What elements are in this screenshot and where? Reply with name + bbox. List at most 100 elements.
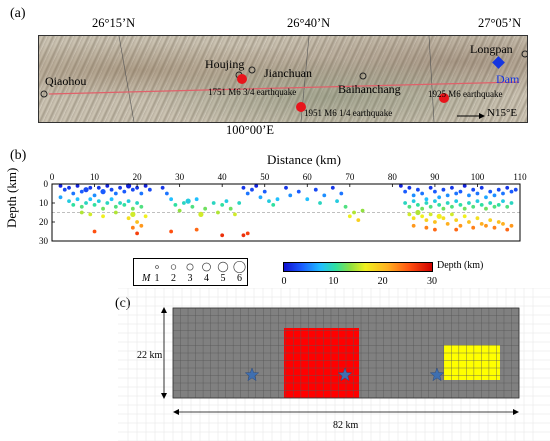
- hypocenter-point: [194, 227, 199, 232]
- hypocenter-point: [130, 211, 136, 217]
- hypocenter-point: [509, 189, 514, 194]
- direction-label: N15°E: [487, 107, 518, 119]
- hypocenter-point: [130, 187, 135, 192]
- hypocenter-point: [458, 203, 463, 207]
- hypocenter-point: [462, 206, 467, 211]
- magnitude-circle: [155, 265, 159, 269]
- hypocenter-point: [428, 185, 433, 190]
- town-marker-baihanchang: [359, 72, 367, 80]
- hypocenter-point: [471, 187, 476, 192]
- y-tick-label: 20: [39, 217, 49, 227]
- hypocenter-star-icon: [429, 367, 445, 382]
- latitude-label-3: 27°05’N: [478, 16, 522, 30]
- hypocenter-point: [216, 210, 220, 215]
- hypocenter-point: [407, 212, 412, 217]
- hypocenter-point: [479, 203, 484, 207]
- magnitude-value: 2: [171, 273, 176, 284]
- hypocenter-point: [437, 203, 442, 207]
- hypocenter-point: [122, 189, 127, 194]
- hypocenter-point: [169, 197, 174, 202]
- relief-map: [38, 35, 528, 123]
- hypocenter-point: [113, 204, 118, 209]
- hypocenter-point: [433, 227, 437, 232]
- profile-fault-line: [48, 81, 520, 95]
- hypocenter-point: [96, 199, 101, 204]
- depth-colorbar: [283, 262, 433, 272]
- hypocenter-point: [135, 201, 139, 205]
- hypocenter-point: [288, 193, 293, 198]
- hypocenter-point: [305, 197, 310, 202]
- panel-label-a: (a): [10, 6, 26, 21]
- colorbar-tick-label: 0: [282, 276, 287, 287]
- magnitude-circle: [217, 261, 229, 273]
- x-tick-label: 20: [133, 172, 143, 182]
- hypocenter-point: [122, 203, 127, 207]
- x-tick-label: 50: [260, 172, 270, 182]
- magnitude-circle: [202, 262, 211, 272]
- x-tick-label: 10: [90, 172, 100, 182]
- place-jianchuan: Jianchuan: [264, 66, 312, 80]
- hypocenter-point: [462, 214, 467, 219]
- hypocenter-point: [467, 193, 471, 198]
- hypocenter-point: [224, 199, 229, 204]
- x-tick-label: 90: [430, 172, 440, 182]
- width-arrow-head: [173, 409, 179, 415]
- label-1751-earthquake: 1751 M6 3/4 earthquake: [208, 87, 297, 97]
- hypocenter-point: [125, 183, 132, 189]
- magnitude-value: 5: [221, 273, 226, 284]
- graticule-line: [428, 36, 435, 122]
- hypocenter-point: [67, 199, 71, 204]
- hypocenter-point: [492, 204, 497, 209]
- hypocenter-point: [322, 193, 327, 198]
- x-tick-label: 30: [175, 172, 185, 182]
- hypocenter-point: [339, 191, 344, 196]
- hypocenter-point: [62, 187, 67, 192]
- fault-model-panel: [118, 288, 550, 441]
- hypocenter-point: [462, 184, 467, 188]
- colorbar-tick-label: 20: [378, 276, 388, 287]
- hypocenter-point: [92, 229, 97, 234]
- hypocenter-point: [407, 185, 412, 190]
- hypocenter-point: [501, 199, 505, 204]
- hypocenter-point: [433, 220, 437, 224]
- hypocenter-point: [420, 206, 425, 211]
- magnitude-circle: [170, 264, 177, 270]
- hypocenter-point: [335, 199, 339, 204]
- hypocenter-point: [258, 195, 263, 200]
- hypocenter-point: [424, 218, 429, 223]
- hypocenter-point: [203, 206, 208, 211]
- hypocenter-point: [484, 195, 488, 200]
- earthquake-marker-1751: [237, 74, 247, 84]
- hypocenter-point: [96, 185, 101, 190]
- hypocenter-point: [113, 191, 118, 196]
- hypocenter-point: [88, 185, 93, 190]
- hypocenter-point: [450, 204, 454, 209]
- hypocenter-point: [135, 220, 139, 224]
- hypocenter-point: [262, 189, 267, 194]
- hypocenter-point: [488, 201, 493, 205]
- hypocenter-point: [445, 201, 450, 205]
- hypocenter-point: [479, 222, 484, 226]
- hypocenter-point: [398, 184, 403, 188]
- magnitude-circle: [186, 263, 194, 271]
- plot-frame: [51, 183, 521, 242]
- place-longpan: Longpan: [470, 42, 513, 56]
- hypocenter-point: [173, 203, 178, 207]
- hypocenter-point: [330, 185, 335, 190]
- hypocenter-point: [92, 193, 97, 198]
- hypocenter-point: [424, 225, 429, 230]
- hypocenter-point: [488, 189, 493, 194]
- hypocenter-point: [177, 208, 182, 213]
- hypocenter-point: [135, 231, 139, 236]
- hypocenter-point: [83, 187, 89, 193]
- y-tick-label: 0: [44, 179, 49, 189]
- hypocenter-point: [458, 189, 463, 194]
- hypocenter-point: [275, 197, 280, 202]
- hypocenter-point: [479, 185, 484, 190]
- hypocenter-point: [428, 204, 433, 209]
- hypocenter-point: [271, 203, 276, 207]
- hypocenter-point: [436, 213, 442, 219]
- hypocenter-point: [241, 185, 246, 190]
- hypocenter-point: [467, 201, 471, 205]
